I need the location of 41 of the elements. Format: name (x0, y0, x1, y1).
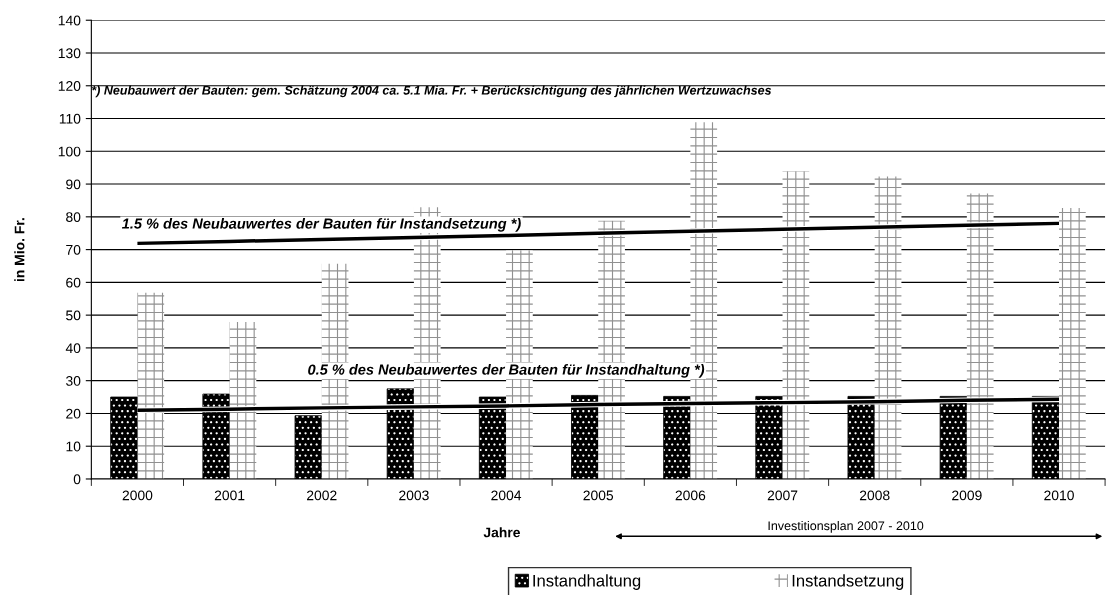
annotation: 1.5 % des Neubauwertes der Bauten für Instandsetzung *) (121, 218, 521, 232)
bar (229, 322, 257, 479)
bar (690, 122, 718, 479)
y-tick-label: 110 (59, 113, 81, 124)
y-tick-label: 40 (65, 343, 81, 354)
y-tick-label: 50 (66, 310, 81, 321)
y-tick-label: 100 (58, 146, 81, 157)
annotation: *) Neubauwert der Bauten: gem. Schätzung 2004 ca. 5.1 Mia. Fr. + Berücksichtigung des jährlichen Wertzuwachses (91, 85, 772, 98)
x-tick-label: 2002 (307, 490, 337, 501)
bar (966, 193, 994, 479)
y-tick-label: 80 (66, 212, 81, 222)
y-tick-label: 70 (66, 244, 81, 255)
y-tick-label: 30 (66, 376, 81, 386)
x-tick-label: 2005 (583, 490, 614, 501)
x-tick-label: 2000 (122, 490, 153, 501)
bar (1059, 207, 1086, 479)
y-tick-label: 140 (58, 15, 81, 26)
x-axis-title: Jahre (483, 527, 520, 538)
x-tick-label: 2009 (952, 490, 982, 501)
y-tick-label: 90 (66, 179, 81, 190)
annotation: 0.5 % des Neubauwertes der Bauten für Instandhaltung *) (308, 364, 705, 378)
y-tick-label: 130 (58, 48, 81, 59)
text: Investitionsplan 2007 - 2010 (768, 521, 924, 533)
x-tick-label: 2008 (859, 490, 890, 501)
x-tick-label: 2006 (675, 490, 706, 501)
y-tick-label: 10 (66, 441, 81, 452)
bar (782, 171, 810, 479)
legend-label: Instandsetzung (792, 574, 904, 590)
x-tick-label: 2004 (491, 490, 522, 501)
x-tick-label: 2001 (214, 490, 245, 501)
x-tick-label: 2003 (399, 490, 429, 501)
y-tick-label: 0 (73, 474, 81, 485)
y-tick-label: 60 (66, 277, 81, 288)
legend-label: Instandhaltung (533, 574, 641, 590)
bar (137, 292, 165, 479)
x-tick-label: 2010 (1044, 490, 1074, 501)
y-tick-label: 20 (66, 408, 81, 419)
y-tick-label: 120 (58, 81, 81, 91)
bar (874, 176, 902, 479)
x-tick-label: 2007 (767, 490, 798, 501)
y-axis-title: in Mio. Fr. (14, 218, 25, 282)
